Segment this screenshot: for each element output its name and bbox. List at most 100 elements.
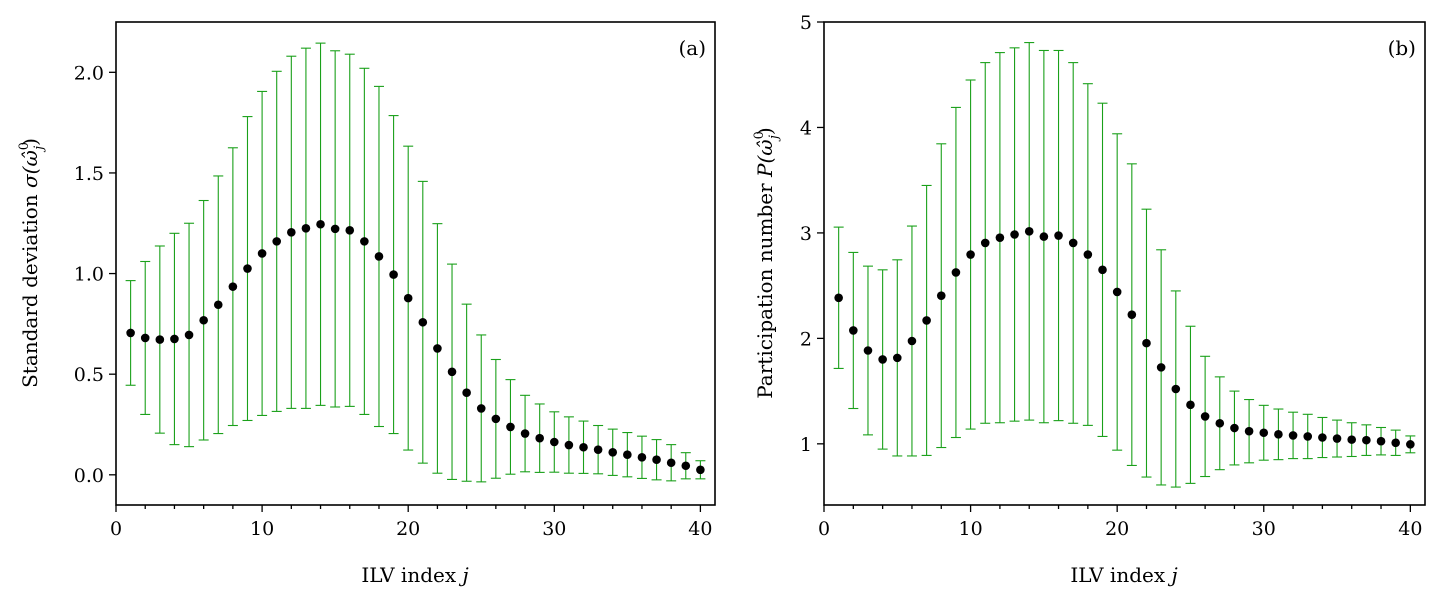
data-point	[360, 237, 369, 246]
data-point	[1288, 431, 1298, 440]
data-point	[170, 334, 179, 344]
data-point	[462, 388, 471, 398]
x-tick-label: 40	[688, 518, 712, 540]
data-point	[447, 367, 457, 377]
data-point	[257, 249, 267, 258]
data-point	[316, 219, 325, 229]
panel-b-errorbars	[833, 42, 1416, 488]
x-tick-label: 0	[818, 518, 830, 540]
y-tick-label: 4	[800, 117, 812, 139]
data-point	[389, 270, 398, 279]
data-point	[1054, 231, 1063, 240]
data-point	[922, 316, 931, 325]
data-point	[506, 422, 515, 432]
data-point	[1347, 435, 1357, 444]
data-point	[608, 447, 618, 457]
y-tick-label: 0.0	[74, 465, 104, 487]
data-point	[1039, 232, 1049, 241]
data-point	[1274, 430, 1283, 439]
y-tick-label: 1.5	[74, 163, 104, 185]
data-point	[936, 291, 946, 300]
data-point	[892, 353, 902, 363]
data-point	[155, 335, 165, 344]
data-point	[863, 346, 873, 355]
panel-a: 0 10 20 30 40 0.0 0.5 1.0 1.5 2.0 (a) ILV index j…	[17, 21, 716, 587]
y-tick-label: 1.0	[74, 264, 104, 286]
x-tick-label: 20	[1105, 518, 1129, 540]
data-point	[696, 465, 705, 475]
data-point	[1376, 436, 1386, 446]
data-point	[1318, 433, 1327, 442]
data-point	[140, 333, 150, 343]
x-tick-label: 30	[1252, 518, 1276, 540]
data-point	[549, 437, 559, 447]
data-point	[476, 404, 486, 413]
data-point	[1098, 265, 1107, 275]
panel-a-label: (a)	[678, 36, 706, 60]
data-point	[345, 225, 355, 235]
panel-b: 0 10 20 30 40 1 2 3 4 5 (b) ILV index j Participa…	[752, 12, 1426, 587]
panel-b-ylabel-close: )	[753, 127, 777, 135]
panel-a-ylabel-close: )	[18, 138, 42, 146]
data-point	[1332, 434, 1342, 443]
data-point	[374, 252, 384, 261]
panel-a-frame	[115, 21, 716, 506]
panel-a-ylabel-sup: 0	[17, 142, 32, 150]
data-point	[287, 228, 296, 237]
data-point	[228, 282, 238, 291]
panel-b-ylabel-math: P(ω̂	[753, 139, 777, 178]
data-point	[1024, 227, 1034, 236]
data-point	[1215, 418, 1225, 428]
y-tick-label: 2.0	[74, 62, 104, 84]
panel-b-ticks: 0 10 20 30 40 1 2 3 4 5	[800, 12, 1423, 540]
panel-a-points	[126, 219, 705, 475]
data-point	[1303, 432, 1313, 441]
x-tick-label: 10	[250, 518, 274, 540]
panel-b-xlabel: ILV index j	[1070, 563, 1177, 587]
data-point	[623, 450, 632, 459]
data-point	[1112, 287, 1122, 297]
data-point	[1362, 435, 1371, 445]
y-tick-label: 0.5	[74, 364, 104, 386]
y-tick-label: 2	[800, 328, 812, 350]
data-point	[579, 442, 588, 452]
data-point	[593, 445, 603, 454]
data-point	[1259, 428, 1269, 438]
panel-a-xlabel: ILV index j	[361, 563, 468, 587]
data-point	[1127, 310, 1137, 319]
x-tick-label: 0	[110, 518, 122, 540]
data-point	[834, 293, 843, 303]
data-point	[1068, 238, 1078, 248]
data-point	[1186, 400, 1195, 410]
data-point	[1156, 363, 1166, 372]
y-tick-label: 5	[800, 12, 812, 34]
data-point	[126, 328, 135, 338]
data-point	[637, 453, 647, 462]
data-point	[966, 250, 975, 259]
data-point	[980, 238, 990, 248]
panel-b-label: (b)	[1388, 36, 1416, 60]
y-tick-label: 1	[800, 434, 812, 456]
data-point	[272, 237, 282, 246]
data-point	[1406, 440, 1415, 449]
data-point	[301, 223, 311, 233]
data-point	[1200, 412, 1210, 421]
panel-b-ylabel-sub: j	[767, 135, 782, 142]
panel-a-ylabel: Standard deviation σ(ω̂0j)	[17, 138, 47, 388]
data-point	[535, 433, 544, 443]
panel-a-ylabel-math: σ(ω̂	[18, 150, 42, 188]
data-point	[652, 455, 661, 465]
panel-b-ylabel: Participation number P(ω̂0j)	[752, 127, 782, 399]
x-tick-label: 10	[958, 518, 982, 540]
data-point	[1244, 426, 1254, 436]
data-point	[951, 268, 961, 277]
data-point	[330, 224, 340, 234]
data-point	[520, 429, 530, 438]
panel-a-errorbars	[125, 42, 706, 483]
x-tick-label: 30	[542, 518, 566, 540]
data-point	[1083, 250, 1093, 259]
panel-b-points	[834, 227, 1415, 449]
panel-a-xlabel-var: j	[458, 563, 468, 587]
data-point	[243, 264, 252, 273]
